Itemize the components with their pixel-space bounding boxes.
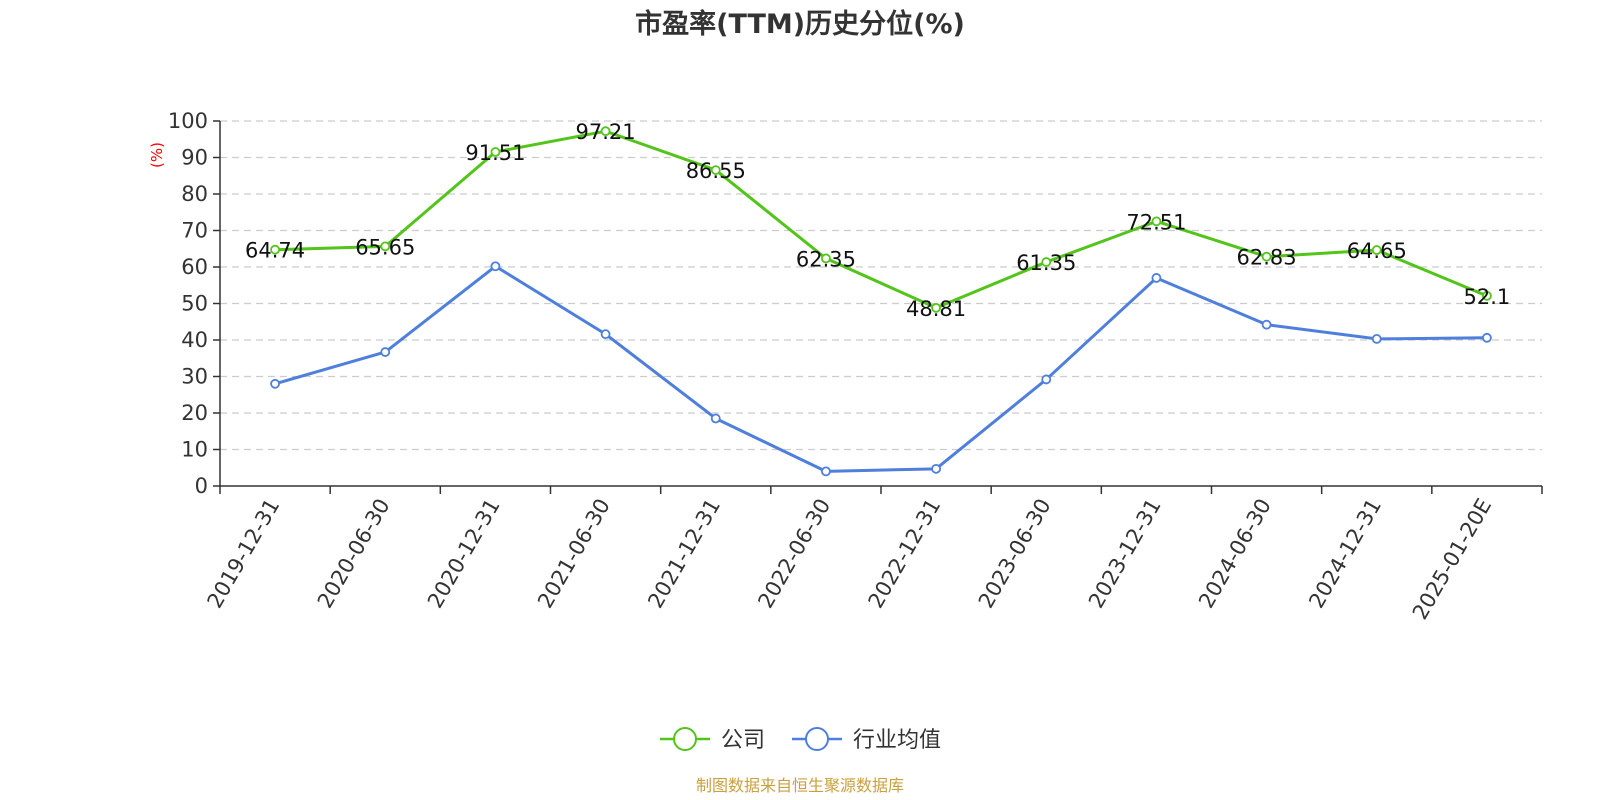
- data-point[interactable]: [1482, 290, 1492, 301]
- data-label: 52.1: [1464, 285, 1511, 309]
- data-label: 62.83: [1237, 246, 1297, 270]
- x-tick-label: 2022-06-30: [753, 495, 835, 613]
- grid-lines: [220, 120, 1542, 451]
- data-labels: 64.74 65.65 91.51 97.21 86.55 62.35 48.81 61.35…: [245, 120, 1510, 321]
- x-tick-label: 2019-12-31: [203, 495, 285, 613]
- data-label: 48.81: [906, 297, 966, 321]
- legend-marker: [805, 727, 829, 751]
- data-point[interactable]: [1151, 273, 1162, 283]
- data-point[interactable]: [270, 244, 280, 255]
- data-label: 64.65: [1347, 239, 1407, 263]
- data-point[interactable]: [710, 165, 721, 175]
- data-point[interactable]: [710, 413, 721, 424]
- legend-item[interactable]: 公司: [660, 727, 765, 753]
- x-tick-label: 2020-06-30: [313, 495, 395, 613]
- data-point[interactable]: [1041, 374, 1052, 385]
- x-tick-label: 2025-01-20E: [1408, 495, 1496, 624]
- data-point[interactable]: [1261, 251, 1272, 262]
- x-tick-label: 2020-12-31: [423, 495, 505, 613]
- x-tick-label: 2022-12-31: [864, 495, 946, 613]
- data-label: 91.51: [465, 141, 525, 165]
- data-point[interactable]: [931, 302, 941, 313]
- data-point[interactable]: [380, 347, 391, 357]
- x-tick-label: 2024-12-31: [1304, 495, 1386, 613]
- y-tick-label: 50: [181, 292, 208, 316]
- y-tick-label: 30: [181, 365, 208, 389]
- data-label: 61.35: [1016, 251, 1076, 275]
- data-label: 64.74: [245, 239, 305, 263]
- data-label: 72.51: [1126, 210, 1186, 234]
- x-tick-label: 2023-06-30: [974, 495, 1056, 613]
- series-lines: [270, 126, 1492, 477]
- series-line: [275, 129, 1488, 310]
- legend-label: 行业均值: [853, 728, 941, 753]
- y-tick-label: 20: [181, 401, 208, 425]
- y-tick-label: 10: [181, 438, 208, 462]
- y-tick-label: 60: [181, 255, 208, 279]
- y-tick-label: 100: [168, 109, 208, 133]
- y-tick-label: 90: [181, 146, 208, 170]
- y-tick-label: 80: [181, 182, 208, 206]
- data-label: 65.65: [355, 235, 415, 259]
- y-tick-label: 0: [195, 474, 208, 498]
- data-point[interactable]: [1371, 334, 1382, 344]
- source-note: 制图数据来自恒生聚源数据库: [696, 776, 904, 795]
- data-label: 62.35: [796, 247, 856, 271]
- data-label: 97.21: [576, 120, 636, 144]
- x-tick-label: 2021-12-31: [643, 495, 725, 613]
- data-point[interactable]: [1041, 257, 1052, 267]
- data-point[interactable]: [1371, 245, 1382, 255]
- data-label: 86.55: [686, 159, 746, 183]
- chart-title: 市盈率(TTM)历史分位(%): [635, 8, 965, 40]
- x-tick-label: 2021-06-30: [533, 495, 615, 613]
- data-point[interactable]: [490, 261, 501, 272]
- data-point[interactable]: [380, 241, 391, 252]
- data-point[interactable]: [1482, 332, 1492, 343]
- axes: 0 10 20 30 40 50 60 70 80 90 100 2019-12-31 2020-06-…: [168, 109, 1543, 624]
- data-point[interactable]: [270, 378, 280, 389]
- y-tick-label: 40: [181, 328, 208, 352]
- legend-item[interactable]: 行业均值: [792, 727, 941, 753]
- data-point[interactable]: [600, 329, 611, 340]
- data-point[interactable]: [600, 126, 611, 137]
- legend-marker: [673, 727, 697, 751]
- y-axis-label: (%): [148, 142, 166, 168]
- x-tick-label: 2024-06-30: [1194, 495, 1276, 613]
- data-point[interactable]: [821, 466, 831, 477]
- y-tick-label: 70: [181, 219, 208, 243]
- series-line: [274, 264, 1487, 473]
- legend-label: 公司: [721, 728, 765, 753]
- data-point[interactable]: [1261, 319, 1272, 330]
- data-point[interactable]: [490, 147, 501, 157]
- x-tick-label: 2023-12-31: [1084, 495, 1166, 613]
- data-point[interactable]: [821, 253, 831, 264]
- data-point[interactable]: [931, 463, 941, 474]
- legend[interactable]: 公司 行业均值: [660, 727, 941, 753]
- data-point[interactable]: [1151, 216, 1162, 227]
